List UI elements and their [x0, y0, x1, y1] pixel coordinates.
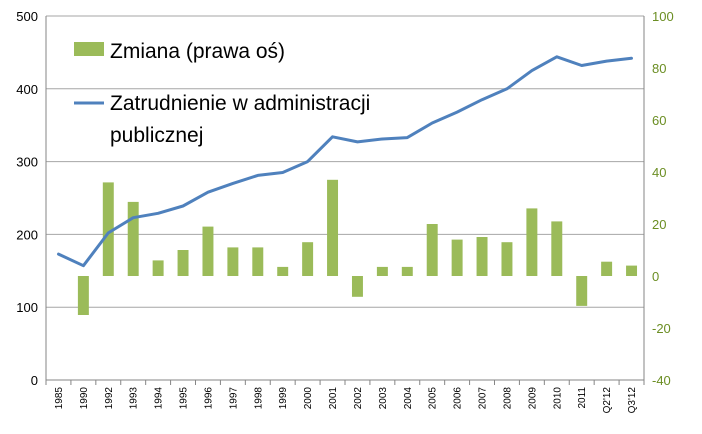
bar-2003 [376, 266, 388, 276]
x-tick-2002: 2002 [353, 387, 364, 410]
x-tick-2005: 2005 [428, 387, 439, 410]
x-tick-2008: 2008 [502, 387, 513, 410]
x-tick-1985: 1985 [54, 387, 65, 410]
legend-bar-label: Zmiana (prawa oś) [110, 40, 285, 63]
bar-1993 [127, 201, 139, 276]
bar-series [77, 179, 638, 315]
bar-2006 [451, 239, 463, 276]
x-tick-1994: 1994 [154, 387, 165, 410]
bar-Q2'12 [601, 261, 613, 276]
bar-2007 [476, 237, 488, 276]
x-tick-2009: 2009 [527, 387, 538, 410]
bar-Q3'12 [626, 265, 638, 276]
left-tick-200: 200 [16, 227, 38, 242]
legend-line-label-1: Zatrudnienie w administracji [110, 92, 370, 115]
bar-2010 [551, 221, 563, 276]
bar-1999 [277, 266, 289, 276]
x-tick-2010: 2010 [552, 387, 563, 410]
x-axis-ticks: 1985 1990 1992 1993 1994 1995 1996 1997 1998 1999… [54, 387, 638, 414]
bar-1998 [252, 247, 264, 276]
legend-line-label-2: publicznej [110, 124, 203, 147]
x-tick-1996: 1996 [203, 387, 214, 410]
right-tick--20: -20 [652, 321, 671, 336]
x-tick-1997: 1997 [228, 387, 239, 410]
bar-2001 [327, 179, 339, 276]
x-tick-1993: 1993 [129, 387, 140, 410]
right-tick-20: 20 [652, 217, 666, 232]
right-tick-0: 0 [652, 269, 659, 284]
left-axis-ticks: 0 100 200 300 400 500 [16, 9, 38, 388]
x-tick-Q2'12: Q2'12 [602, 387, 613, 414]
left-tick-100: 100 [16, 300, 38, 315]
bar-1995 [177, 250, 189, 276]
left-tick-500: 500 [16, 9, 38, 24]
line-series [57, 55, 633, 268]
left-tick-400: 400 [16, 82, 38, 97]
bar-1997 [227, 247, 239, 276]
x-tick-2011: 2011 [577, 387, 588, 409]
x-tick-2003: 2003 [378, 387, 389, 410]
left-tick-300: 300 [16, 155, 38, 170]
left-tick-0: 0 [31, 373, 38, 388]
x-tick-2006: 2006 [453, 387, 464, 410]
legend: Zmiana (prawa oś) Zatrudnienie w adminis… [74, 40, 370, 147]
bar-2000 [302, 242, 314, 276]
right-tick--40: -40 [652, 373, 671, 388]
x-tick-1992: 1992 [104, 387, 115, 410]
bar-1996 [202, 226, 214, 276]
x-tick-2001: 2001 [328, 387, 339, 410]
right-tick-100: 100 [652, 9, 674, 24]
line-employment [57, 55, 633, 268]
bar-1994 [152, 260, 164, 276]
x-tick-1990: 1990 [79, 387, 90, 410]
x-tick-2000: 2000 [303, 387, 314, 410]
bar-1992 [102, 182, 114, 276]
bar-1990 [77, 276, 89, 315]
bar-2005 [426, 224, 438, 276]
right-tick-40: 40 [652, 165, 666, 180]
axes [45, 16, 645, 385]
x-tick-2004: 2004 [403, 387, 414, 410]
bar-2008 [501, 242, 513, 276]
right-axis-ticks: -40 -20 0 20 40 60 80 100 [652, 9, 674, 388]
right-tick-80: 80 [652, 61, 666, 76]
right-tick-60: 60 [652, 113, 666, 128]
bar-2002 [351, 276, 363, 297]
gridlines [46, 15, 644, 308]
x-tick-1995: 1995 [179, 387, 190, 410]
bar-2004 [401, 266, 413, 276]
x-tick-1999: 1999 [278, 387, 289, 410]
x-tick-1998: 1998 [253, 387, 264, 410]
legend-bar-swatch [74, 42, 104, 56]
x-tick-2007: 2007 [478, 387, 489, 410]
x-tick-Q3'12: Q3'12 [627, 387, 638, 414]
bar-2009 [526, 208, 538, 276]
bar-2011 [576, 276, 588, 306]
